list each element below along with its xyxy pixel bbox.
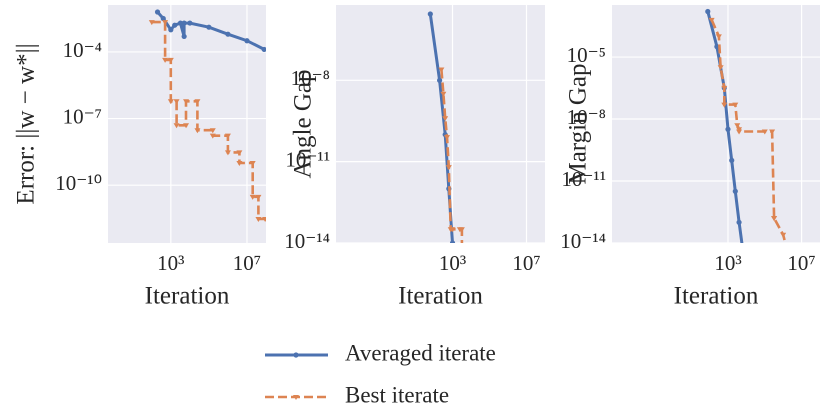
x-axis-label: Iteration: [398, 283, 483, 310]
y-tick-label: 10⁻⁷: [63, 104, 102, 128]
x-tick-label: 10⁷: [233, 251, 261, 275]
marker: [181, 20, 187, 26]
marker: [442, 116, 449, 122]
marker: [177, 20, 184, 26]
marker: [167, 99, 174, 105]
marker: [427, 11, 433, 17]
marker: [449, 227, 456, 233]
marker: [443, 135, 450, 141]
marker: [249, 160, 256, 166]
y-tick-label: 10⁻¹¹: [561, 167, 606, 191]
marker: [437, 77, 443, 83]
series-line: [428, 13, 455, 243]
marker: [225, 31, 231, 37]
marker: [181, 33, 187, 40]
marker: [172, 22, 178, 28]
marker: [761, 129, 768, 135]
marker: [173, 99, 180, 105]
marker: [194, 99, 201, 105]
marker: [209, 128, 216, 134]
marker: [187, 20, 193, 26]
marker: [771, 216, 778, 222]
y-tick-label: 10⁻¹⁴: [284, 229, 330, 253]
marker: [162, 57, 169, 63]
x-axis-label: Iteration: [145, 283, 230, 310]
marker: [729, 157, 735, 163]
x-axis-label: Iteration: [674, 283, 759, 310]
marker: [769, 129, 776, 135]
marker: [705, 8, 711, 15]
marker: [206, 24, 212, 30]
x-tick-label: 10³: [439, 251, 466, 275]
x-tick-label: 10⁷: [787, 251, 815, 275]
y-tick-label: 10⁻⁵: [567, 43, 606, 67]
series-group: [427, 11, 465, 243]
plot-area: [336, 5, 545, 243]
y-axis-label: Angle Gap: [290, 70, 317, 179]
y-tick-label: 10⁻¹⁰: [55, 171, 102, 195]
marker: [168, 27, 174, 33]
marker: [293, 395, 299, 400]
marker: [721, 85, 728, 91]
marker: [262, 217, 266, 223]
marker: [236, 150, 243, 156]
marker: [167, 57, 174, 63]
marker: [736, 129, 743, 135]
marker: [715, 34, 722, 40]
marker: [721, 102, 728, 108]
y-tick-label: 10⁻⁴: [63, 38, 102, 62]
legend-label: Averaged iterate: [345, 340, 496, 365]
marker: [255, 194, 262, 200]
marker: [440, 91, 447, 97]
marker: [708, 17, 715, 23]
marker: [261, 46, 266, 53]
marker: [173, 123, 180, 129]
series-group: [148, 9, 266, 223]
marker: [445, 165, 452, 171]
marker: [183, 99, 190, 105]
marker: [734, 123, 741, 129]
marker: [162, 20, 169, 26]
marker: [148, 20, 155, 26]
marker: [255, 217, 262, 223]
marker: [244, 38, 250, 44]
marker: [194, 128, 201, 134]
marker: [209, 133, 216, 139]
marker: [249, 194, 256, 200]
marker: [732, 102, 739, 108]
y-tick-label: 10⁻⁸: [567, 105, 606, 129]
marker: [458, 227, 465, 233]
series-group: [705, 8, 787, 243]
marker: [183, 123, 190, 129]
marker: [725, 126, 731, 132]
marker: [449, 240, 456, 243]
x-tick-label: 10³: [157, 251, 184, 275]
marker: [717, 65, 724, 71]
x-tick-label: 10³: [714, 251, 741, 275]
y-axis-label: Margin Gap: [565, 63, 592, 184]
marker: [154, 9, 161, 15]
marker: [736, 219, 742, 225]
y-tick-label: 10⁻⁸: [291, 66, 330, 90]
y-tick-label: 10⁻¹⁴: [560, 229, 606, 253]
y-tick-label: 10⁻¹¹: [285, 147, 330, 171]
series-line: [710, 19, 787, 243]
marker: [236, 160, 243, 166]
marker: [224, 150, 231, 156]
marker: [438, 67, 445, 73]
series-line: [706, 11, 744, 243]
marker: [224, 133, 231, 139]
marker: [160, 15, 166, 22]
legend-label: Best iterate: [345, 382, 449, 407]
series-line: [151, 20, 266, 221]
y-axis-label: Error: ||w − w*||: [13, 43, 40, 204]
x-tick-label: 10⁷: [512, 251, 540, 275]
marker: [780, 232, 787, 238]
marker: [293, 352, 299, 358]
marker: [732, 188, 738, 194]
